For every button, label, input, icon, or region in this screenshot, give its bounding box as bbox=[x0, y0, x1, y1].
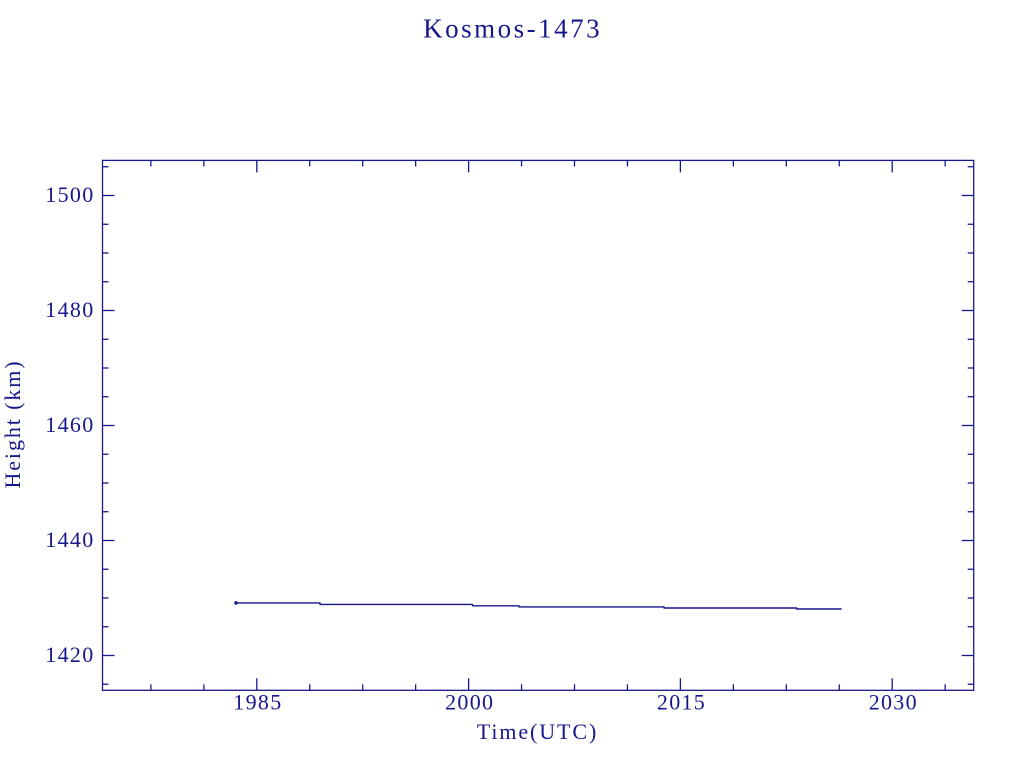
svg-text:1460: 1460 bbox=[45, 412, 94, 437]
svg-text:Height (km): Height (km) bbox=[0, 359, 25, 488]
svg-text:1985: 1985 bbox=[233, 690, 282, 715]
svg-text:1440: 1440 bbox=[45, 527, 94, 552]
svg-text:2015: 2015 bbox=[657, 690, 706, 715]
svg-text:2030: 2030 bbox=[869, 690, 918, 715]
svg-text:2000: 2000 bbox=[445, 690, 494, 715]
svg-text:Kosmos-1473: Kosmos-1473 bbox=[423, 14, 602, 44]
svg-text:1500: 1500 bbox=[45, 182, 94, 207]
svg-text:1480: 1480 bbox=[45, 297, 94, 322]
svg-text:1420: 1420 bbox=[45, 642, 94, 667]
svg-text:Time(UTC): Time(UTC) bbox=[477, 719, 598, 744]
